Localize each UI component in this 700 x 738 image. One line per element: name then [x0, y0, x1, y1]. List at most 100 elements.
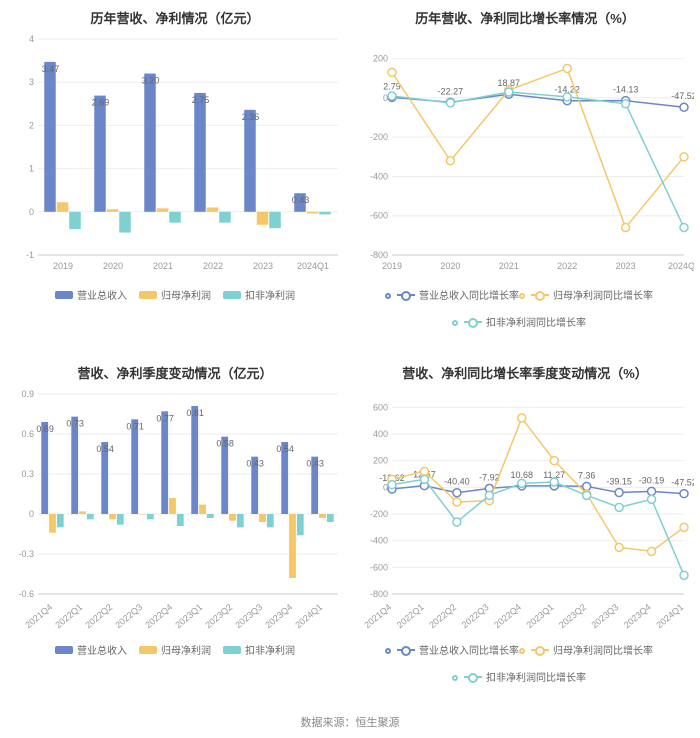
bar-chart-annual: -10123420193.4720202.6920213.2020222.752… — [6, 33, 344, 283]
svg-text:-400: -400 — [370, 171, 388, 181]
svg-text:2022Q2: 2022Q2 — [83, 602, 114, 630]
svg-text:-200: -200 — [370, 132, 388, 142]
svg-text:2.75: 2.75 — [192, 95, 210, 105]
legend-label: 扣非净利润同比增长率 — [486, 314, 586, 329]
svg-text:400: 400 — [373, 429, 388, 439]
legend-item: 归母净利润 — [139, 287, 211, 302]
svg-text:-14.13: -14.13 — [613, 85, 639, 95]
svg-text:2019: 2019 — [382, 261, 402, 271]
svg-text:-800: -800 — [370, 250, 388, 260]
legend: 营业总收入同比增长率归母净利润同比增长率扣非净利润同比增长率 — [356, 642, 694, 684]
legend-swatch — [139, 291, 157, 299]
svg-text:0: 0 — [29, 509, 34, 519]
svg-text:0.54: 0.54 — [276, 444, 294, 454]
svg-text:0.9: 0.9 — [21, 389, 34, 399]
svg-text:2024Q1: 2024Q1 — [654, 602, 685, 630]
legend-item: 扣非净利润 — [223, 287, 295, 302]
svg-text:-800: -800 — [370, 589, 388, 599]
svg-text:0.43: 0.43 — [246, 459, 264, 469]
svg-text:2.69: 2.69 — [92, 98, 110, 108]
svg-text:10.68: 10.68 — [511, 470, 534, 480]
legend-swatch — [223, 291, 241, 299]
svg-text:2023Q2: 2023Q2 — [203, 602, 234, 630]
svg-text:2023Q1: 2023Q1 — [173, 602, 204, 630]
svg-text:-400: -400 — [370, 536, 388, 546]
legend-swatch — [531, 649, 549, 651]
svg-text:2022: 2022 — [557, 261, 577, 271]
svg-text:0.81: 0.81 — [186, 408, 204, 418]
svg-text:3.47: 3.47 — [42, 64, 60, 74]
svg-text:-200: -200 — [370, 509, 388, 519]
chart-title: 营收、净利季度变动情况（亿元） — [6, 363, 344, 382]
svg-text:2023Q3: 2023Q3 — [589, 602, 620, 630]
legend-swatch — [531, 294, 549, 296]
legend-item: 营业总收入同比增长率 — [397, 287, 519, 302]
svg-text:2022Q3: 2022Q3 — [460, 602, 491, 630]
legend-label: 扣非净利润同比增长率 — [486, 669, 586, 684]
svg-text:-47.52: -47.52 — [671, 478, 694, 488]
svg-text:0.77: 0.77 — [156, 413, 174, 423]
legend: 营业总收入归母净利润扣非净利润 — [6, 642, 344, 657]
legend: 营业总收入同比增长率归母净利润同比增长率扣非净利润同比增长率 — [356, 287, 694, 329]
svg-text:4: 4 — [29, 34, 34, 44]
line-chart-quarterly-growth: -800 -600 -400 -200 0 200 400 600 2021Q42022Q1 20… — [356, 388, 694, 638]
bar-chart-quarterly: -0.6-0.300.30.60.92021Q40.692022Q10.7320… — [6, 388, 344, 638]
svg-text:-600: -600 — [370, 562, 388, 572]
svg-text:200: 200 — [373, 54, 388, 64]
svg-text:0.69: 0.69 — [36, 424, 54, 434]
svg-text:2021Q4: 2021Q4 — [23, 602, 54, 630]
svg-text:2022Q3: 2022Q3 — [113, 602, 144, 630]
svg-text:200: 200 — [373, 456, 388, 466]
svg-text:0.54: 0.54 — [96, 444, 114, 454]
legend-item: 营业总收入 — [55, 642, 127, 657]
svg-text:2021: 2021 — [153, 261, 173, 271]
legend: 营业总收入 归母净利润 扣非净利润 — [6, 287, 344, 302]
svg-text:2024Q1: 2024Q1 — [297, 261, 329, 271]
legend-item: 归母净利润同比增长率 — [531, 642, 653, 657]
svg-text:2024Q1: 2024Q1 — [668, 261, 694, 271]
legend-label: 扣非净利润 — [245, 642, 295, 657]
svg-text:0.3: 0.3 — [21, 469, 34, 479]
svg-text:2020: 2020 — [103, 261, 123, 271]
svg-text:0.58: 0.58 — [216, 439, 234, 449]
svg-text:3.20: 3.20 — [142, 76, 160, 86]
legend-item: 归母净利润同比增长率 — [531, 287, 653, 302]
legend-swatch — [223, 646, 241, 654]
svg-text:0.71: 0.71 — [126, 421, 144, 431]
legend-label: 扣非净利润 — [245, 287, 295, 302]
svg-text:0.43: 0.43 — [292, 195, 310, 205]
svg-text:2024Q1: 2024Q1 — [293, 602, 324, 630]
legend-swatch — [139, 646, 157, 654]
legend-label: 营业总收入同比增长率 — [419, 642, 519, 657]
svg-text:-0.6: -0.6 — [18, 589, 34, 599]
svg-text:0.43: 0.43 — [306, 459, 324, 469]
legend-swatch — [55, 646, 73, 654]
svg-text:3: 3 — [29, 77, 34, 87]
svg-text:2023Q2: 2023Q2 — [557, 602, 588, 630]
svg-text:2021: 2021 — [499, 261, 519, 271]
svg-text:2022Q1: 2022Q1 — [53, 602, 84, 630]
svg-text:2023Q3: 2023Q3 — [233, 602, 264, 630]
svg-text:0: 0 — [383, 93, 388, 103]
svg-text:-47.52: -47.52 — [671, 91, 694, 101]
svg-text:0: 0 — [383, 482, 388, 492]
svg-text:-30.19: -30.19 — [639, 475, 665, 485]
legend-swatch — [464, 321, 482, 323]
svg-text:2021Q4: 2021Q4 — [362, 602, 393, 630]
svg-text:2022Q1: 2022Q1 — [395, 602, 426, 630]
svg-text:600: 600 — [373, 402, 388, 412]
svg-text:2023: 2023 — [253, 261, 273, 271]
svg-text:0.73: 0.73 — [66, 419, 84, 429]
legend-item: 营业总收入 — [55, 287, 127, 302]
svg-text:-39.15: -39.15 — [606, 477, 632, 487]
svg-text:2: 2 — [29, 120, 34, 130]
svg-text:7.36: 7.36 — [578, 470, 596, 480]
legend-label: 归母净利润 — [161, 287, 211, 302]
legend-item: 扣非净利润 — [223, 642, 295, 657]
svg-text:0: 0 — [29, 207, 34, 217]
svg-text:2023Q4: 2023Q4 — [622, 602, 653, 630]
legend-swatch — [397, 294, 415, 296]
legend-label: 营业总收入同比增长率 — [419, 287, 519, 302]
svg-text:2.36: 2.36 — [242, 112, 260, 122]
legend-item: 营业总收入同比增长率 — [397, 642, 519, 657]
